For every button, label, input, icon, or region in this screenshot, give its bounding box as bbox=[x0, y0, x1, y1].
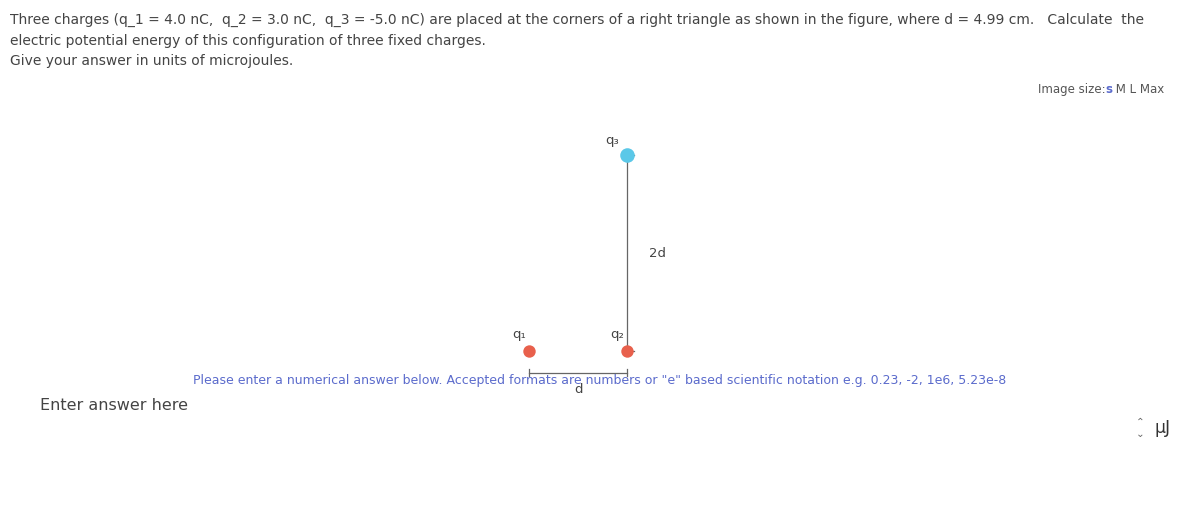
Text: M L Max: M L Max bbox=[1112, 83, 1165, 95]
Text: Three charges (q_1 = 4.0 nC,  q_2 = 3.0 nC,  q_3 = -5.0 nC) are placed at the co: Three charges (q_1 = 4.0 nC, q_2 = 3.0 n… bbox=[10, 13, 1144, 68]
Text: ⌄: ⌄ bbox=[1135, 429, 1145, 440]
Text: Please enter a numerical answer below. Accepted formats are numbers or "e" based: Please enter a numerical answer below. A… bbox=[193, 374, 1007, 387]
Text: s: s bbox=[1105, 83, 1112, 95]
Text: 2d: 2d bbox=[649, 247, 666, 260]
Point bbox=[520, 347, 539, 356]
Text: d: d bbox=[574, 383, 582, 396]
Text: Image size:: Image size: bbox=[1038, 83, 1105, 95]
Text: q₂: q₂ bbox=[611, 329, 624, 342]
Text: q₁: q₁ bbox=[512, 329, 526, 342]
Text: q₃: q₃ bbox=[606, 134, 619, 147]
Text: µJ: µJ bbox=[1154, 420, 1170, 437]
Text: ⌃: ⌃ bbox=[1135, 417, 1145, 427]
Text: Enter answer here: Enter answer here bbox=[40, 398, 187, 413]
Point bbox=[618, 151, 637, 159]
Point bbox=[618, 347, 637, 356]
